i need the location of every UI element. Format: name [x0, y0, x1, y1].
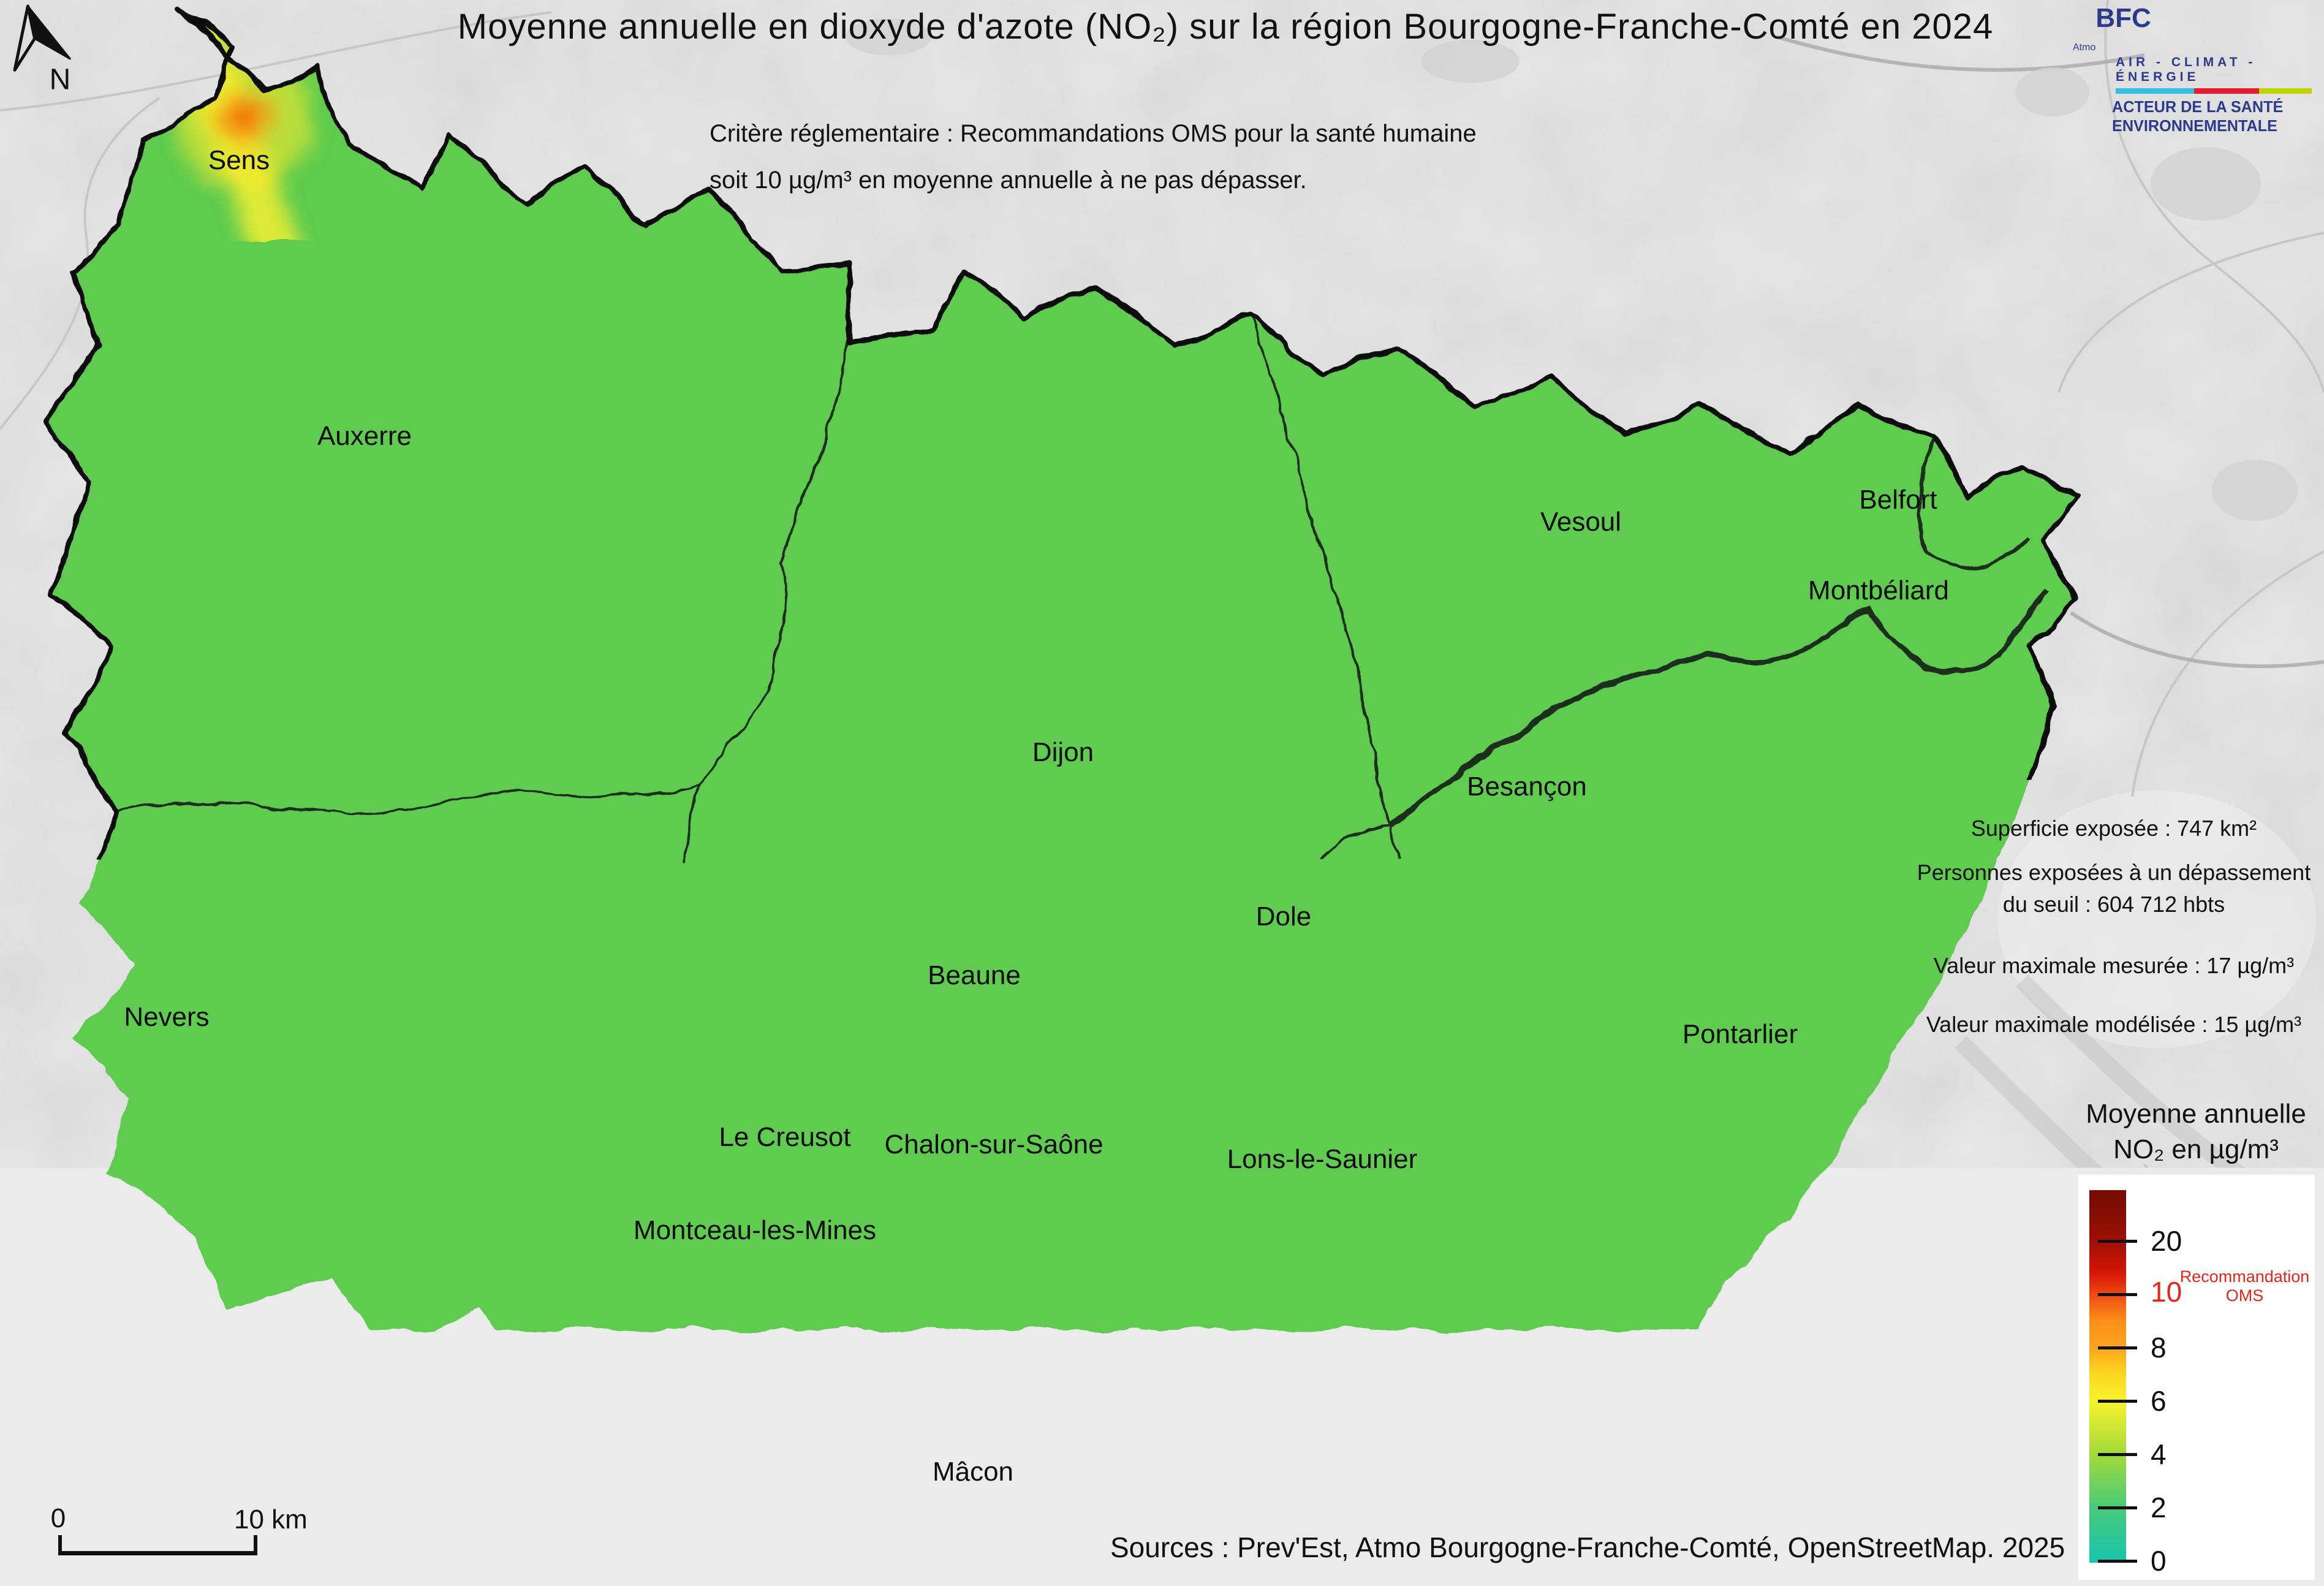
city-label-lons-le-saunier: Lons-le-Saunier	[1227, 1144, 1418, 1175]
city-label-dijon: Dijon	[1032, 737, 1094, 768]
legend-title-line1: Moyenne annuelle	[2077, 1099, 2315, 1129]
city-label-vesoul: Vesoul	[1540, 507, 1621, 537]
stat-exposed-people-line1: Personnes exposées à un dépassement	[1906, 860, 2322, 886]
legend-value-8: 8	[2151, 1331, 2167, 1364]
legend-tick-8	[2098, 1346, 2137, 1349]
regulatory-subtitle-line1: Critère réglementaire : Recommandations …	[710, 120, 1477, 148]
legend-tick-6	[2098, 1400, 2137, 1403]
city-label-pontarlier: Pontarlier	[1682, 1019, 1798, 1050]
logo-brand-text: Atmo	[2073, 42, 2095, 53]
pollution-map	[0, 0, 2324, 1586]
city-label-montceau-les-mines: Montceau-les-Mines	[634, 1215, 876, 1246]
stat-max-measured: Valeur maximale mesurée : 17 µg/m³	[1906, 953, 2322, 979]
legend-value-2: 2	[2151, 1491, 2167, 1524]
legend-oms-recommendation: Recommandation OMS	[2179, 1267, 2311, 1305]
city-label-sens: Sens	[208, 145, 270, 176]
map-title: Moyenne annuelle en dioxyde d'azote (NO₂…	[429, 6, 2022, 47]
legend-value-20: 20	[2151, 1224, 2182, 1258]
legend-tick-10	[2098, 1293, 2137, 1296]
legend-value-4: 4	[2151, 1438, 2167, 1471]
legend-value-6: 6	[2151, 1384, 2167, 1417]
north-label: N	[50, 63, 71, 97]
legend-title-line2: NO₂ en µg/m³	[2077, 1134, 2315, 1165]
stat-max-modelled: Valeur maximale modélisée : 15 µg/m³	[1906, 1012, 2322, 1038]
city-label-nevers: Nevers	[124, 1002, 209, 1033]
legend-value-0: 0	[2151, 1544, 2167, 1577]
scalebar-bracket	[58, 1535, 257, 1555]
city-label-chalon-sur-saone: Chalon-sur-Saône	[884, 1129, 1103, 1160]
atmo-bfc-logo: AtmoBFC AIR - CLIMAT - ÉNERGIE ACTEUR DE…	[2073, 5, 2318, 135]
logo-tagline: AIR - CLIMAT - ÉNERGIE	[2116, 55, 2318, 85]
logo-subtagline: ACTEUR DE LA SANTÉ ENVIRONNEMENTALE	[2112, 97, 2312, 135]
sources-credit: Sources : Prev'Est, Atmo Bourgogne-Franc…	[1110, 1531, 2029, 1564]
legend-value-10-threshold: 10	[2151, 1275, 2182, 1308]
regulatory-subtitle-line2: soit 10 µg/m³ en moyenne annuelle à ne p…	[710, 167, 1307, 194]
legend-tick-2	[2098, 1506, 2137, 1509]
map-canvas: Moyenne annuelle en dioxyde d'azote (NO₂…	[0, 0, 2324, 1586]
logo-tricolor-bar	[2116, 88, 2312, 94]
city-label-le-creusot: Le Creusot	[719, 1122, 850, 1153]
legend-tick-4	[2098, 1453, 2137, 1456]
city-label-macon: Mâcon	[933, 1457, 1013, 1487]
legend-tick-20	[2098, 1240, 2137, 1243]
stat-exposed-area: Superficie exposée : 747 km²	[1906, 816, 2322, 841]
logo-region-text: BFC	[2095, 3, 2151, 33]
city-label-dole: Dole	[1256, 901, 1312, 932]
city-label-besancon: Besançon	[1467, 772, 1587, 802]
legend-oms-line1: Recommandation	[2180, 1267, 2310, 1286]
legend-tick-0	[2098, 1560, 2137, 1563]
scalebar-ten-km: 10 km	[234, 1504, 308, 1535]
city-label-belfort: Belfort	[1859, 485, 1937, 515]
city-label-auxerre: Auxerre	[317, 421, 412, 452]
city-label-montbeliard: Montbéliard	[1808, 575, 1949, 606]
legend-oms-line2: OMS	[2226, 1286, 2264, 1305]
scalebar-zero: 0	[51, 1503, 66, 1534]
city-label-beaune: Beaune	[928, 960, 1021, 991]
stat-exposed-people-line2: du seuil : 604 712 hbts	[1906, 892, 2322, 917]
